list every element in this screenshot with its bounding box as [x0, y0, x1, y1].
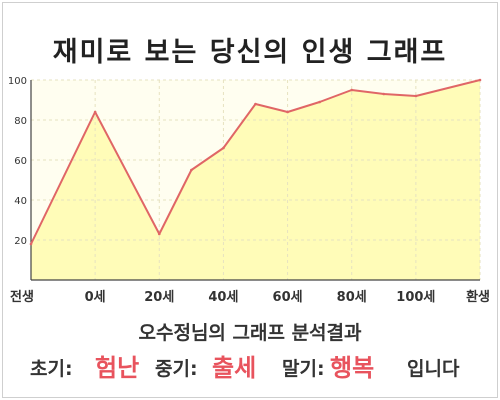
data-point: [254, 102, 257, 106]
data-point: [382, 92, 386, 96]
data-point: [190, 168, 193, 172]
y-tick-label: 20: [14, 236, 27, 247]
early-label: 초기:: [30, 358, 73, 380]
data-point: [414, 94, 418, 98]
x-tick-label: 100세: [396, 290, 435, 305]
late-label: 말기:: [282, 358, 325, 380]
x-tick-label: 80세: [337, 290, 367, 305]
x-tick-label: 20세: [144, 290, 174, 305]
data-point: [350, 88, 354, 92]
y-tick-label: 80: [14, 116, 27, 127]
analysis-result: 초기: 험난 중기: 출세 말기: 행복 입니다: [0, 346, 500, 382]
data-point: [29, 242, 33, 246]
mid-label: 중기:: [155, 358, 198, 380]
x-tick-label: 40세: [208, 290, 238, 305]
data-point: [222, 146, 225, 150]
series-area: [31, 80, 480, 280]
chart-title: 재미로 보는 당신의 인생 그래프: [52, 37, 448, 68]
mid-value: 출세: [212, 354, 257, 382]
late-value: 행복: [330, 354, 375, 382]
ending-text: 입니다: [407, 358, 460, 380]
data-point: [478, 78, 482, 82]
y-tick-label: 40: [14, 196, 27, 207]
data-point: [318, 100, 321, 104]
y-tick-label: 100: [8, 76, 27, 87]
data-point: [93, 110, 97, 114]
data-point: [157, 232, 161, 236]
early-value: 험난: [95, 354, 140, 382]
x-tick-label: 환생: [466, 289, 490, 305]
x-tick-label: 전생: [10, 289, 34, 305]
y-tick-label: 60: [14, 156, 27, 167]
life-graph-chart: 20 40 60 80 100 전생 0세 20세 40세 60세 80세 100세 환생: [8, 76, 490, 305]
data-point: [286, 110, 289, 114]
x-tick-label: 0세: [85, 290, 106, 305]
series-line: [30, 79, 481, 245]
analysis-summary: 오수정님의 그래프 분석결과: [138, 322, 362, 344]
x-tick-label: 60세: [273, 290, 303, 305]
